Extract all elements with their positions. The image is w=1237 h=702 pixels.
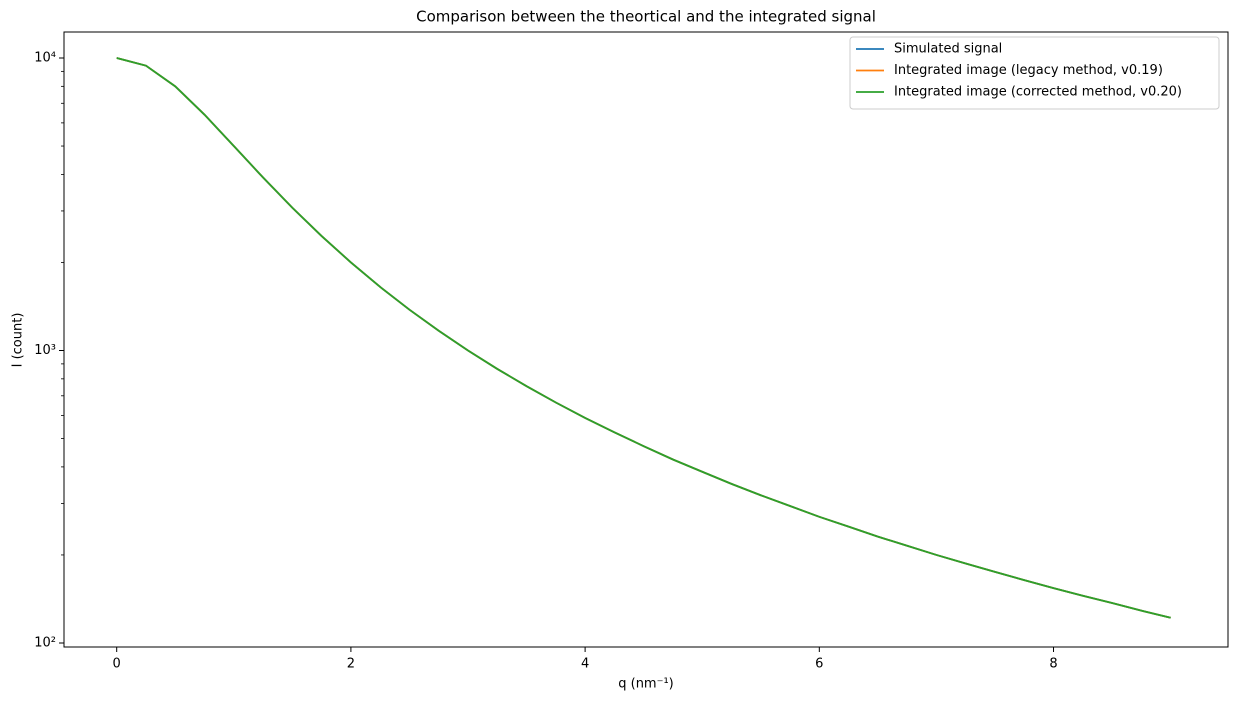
legend-text: Simulated signal	[894, 42, 1002, 57]
x-tick-label: 6	[815, 657, 823, 672]
chart-title: Comparison between the theortical and th…	[416, 8, 876, 26]
y-tick-label: 10⁴	[34, 50, 56, 65]
x-tick-label: 2	[347, 657, 355, 672]
axes-frame	[63, 31, 1229, 648]
x-tick-label: 8	[1049, 657, 1057, 672]
plot-area	[116, 57, 1171, 619]
x-tick-label: 0	[113, 657, 121, 672]
y-tick-label: 10³	[34, 343, 56, 358]
series-line	[116, 57, 1171, 619]
x-axis-label: q (nm⁻¹)	[618, 677, 674, 692]
y-tick-label: 10²	[34, 635, 56, 650]
x-tick-label: 4	[581, 657, 589, 672]
legend-text: Integrated image (corrected method, v0.2…	[894, 85, 1182, 100]
series-line	[116, 57, 1171, 619]
legend-text: Integrated image (legacy method, v0.19)	[894, 63, 1163, 78]
y-axis-label: I (count)	[11, 313, 26, 368]
series-line	[116, 57, 1171, 619]
legend-box	[849, 36, 1220, 110]
